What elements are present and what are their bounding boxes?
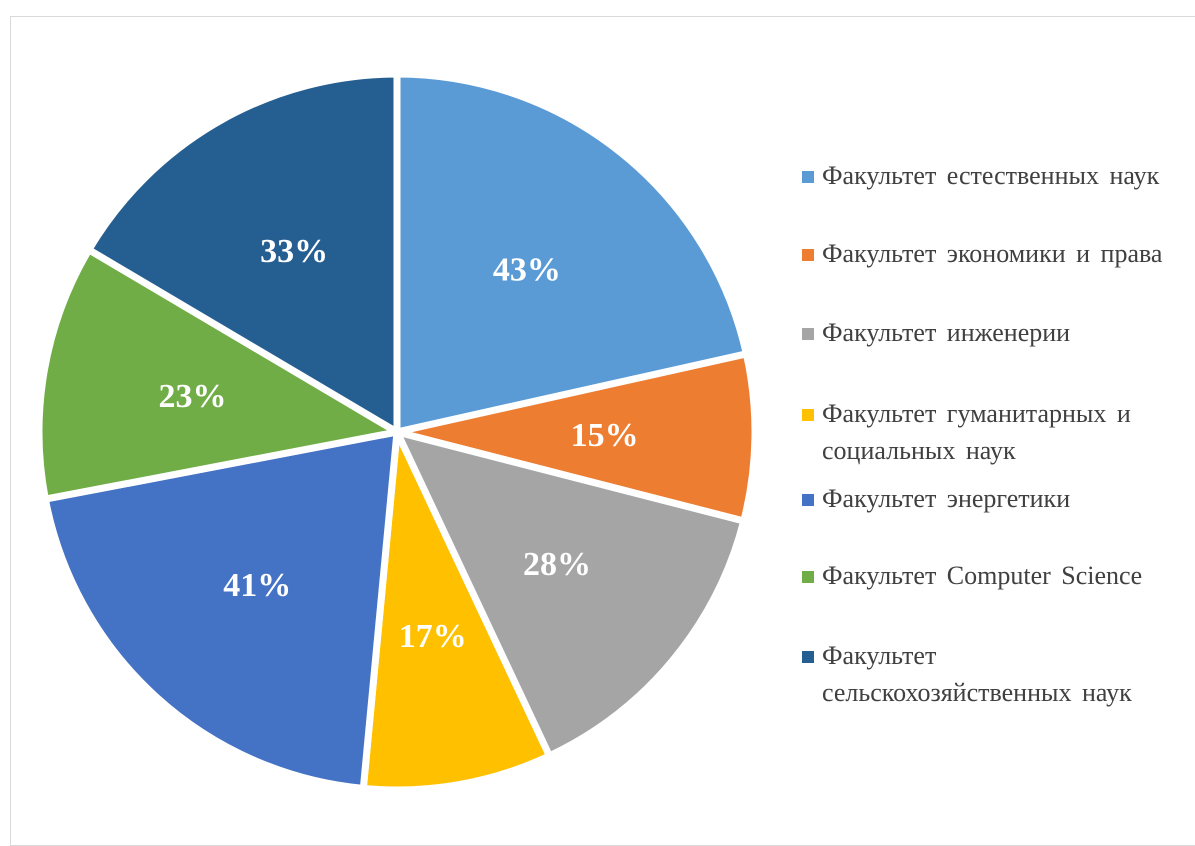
legend-item: Факультет естественных наук [802,161,1182,194]
legend-label: Факультет естественных наук [822,161,1160,190]
legend-swatch [802,171,814,183]
legend-label: Факультет энергетики [822,484,1071,513]
slice-data-label: 33% [260,233,328,270]
slice-data-label: 23% [158,378,226,415]
legend-item: Факультет сельскохозяйственных наук [802,641,1182,711]
slice-data-label: 28% [523,546,591,583]
legend-swatch [802,409,814,421]
pie-chart: 43% 15% 28% 17% 41% 23% 33% [35,70,759,794]
legend-label: Факультет Computer Science [822,561,1143,590]
legend-label: Факультет экономики и права [822,239,1163,268]
legend-item: Факультет Computer Science [802,561,1182,594]
legend-item: Факультет гуманитарных и социальных наук [802,399,1182,469]
legend-swatch [802,494,814,506]
pie-slice [359,428,553,794]
pie-slice [85,70,401,436]
slice-data-label: 17% [399,618,467,655]
pie-slice [35,246,401,503]
legend-swatch [802,249,814,261]
slice-data-label: 41% [223,567,291,604]
legend-item: Факультет энергетики [802,484,1182,517]
pie-slice [41,428,401,792]
legend-swatch [802,328,814,340]
pie-slice [393,70,750,436]
legend-label: Факультет инженерии [822,318,1071,347]
legend-swatch [802,571,814,583]
legend-swatch [802,651,814,663]
legend-label: Факультет сельскохозяйственных наук [822,641,1132,707]
pie-slice [393,350,759,525]
legend: Факультет естественных наук Факультет эк… [802,0,1192,840]
legend-label: Факультет гуманитарных и социальных наук [822,399,1131,465]
legend-item: Факультет инженерии [802,318,1182,351]
pie-slice [393,428,748,760]
slice-data-label: 43% [493,251,561,288]
slice-data-label: 15% [571,417,639,454]
legend-item: Факультет экономики и права [802,239,1182,272]
